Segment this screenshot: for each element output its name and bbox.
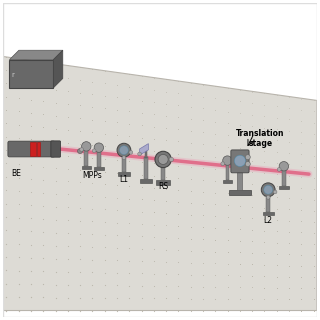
Circle shape bbox=[169, 157, 173, 162]
Circle shape bbox=[261, 183, 275, 197]
Circle shape bbox=[277, 167, 281, 171]
Bar bbox=[140, 179, 152, 183]
Bar bbox=[226, 163, 229, 180]
FancyBboxPatch shape bbox=[231, 150, 249, 173]
Bar bbox=[156, 180, 170, 185]
Bar bbox=[229, 190, 251, 196]
Circle shape bbox=[94, 143, 104, 152]
Circle shape bbox=[279, 162, 289, 171]
Circle shape bbox=[264, 185, 273, 194]
Circle shape bbox=[273, 190, 277, 194]
Polygon shape bbox=[3, 57, 317, 310]
Bar bbox=[37, 142, 40, 156]
Circle shape bbox=[221, 162, 225, 165]
Circle shape bbox=[245, 155, 250, 160]
Circle shape bbox=[80, 148, 84, 151]
Bar bbox=[118, 172, 130, 176]
Bar bbox=[266, 193, 270, 212]
Circle shape bbox=[266, 196, 270, 199]
Circle shape bbox=[120, 146, 128, 155]
Bar bbox=[161, 163, 165, 180]
Bar bbox=[122, 153, 126, 172]
Circle shape bbox=[82, 142, 91, 151]
Circle shape bbox=[158, 155, 168, 164]
Bar bbox=[144, 157, 148, 179]
Circle shape bbox=[155, 151, 171, 168]
Polygon shape bbox=[10, 50, 63, 60]
Circle shape bbox=[223, 156, 232, 165]
Circle shape bbox=[77, 148, 83, 154]
Polygon shape bbox=[140, 144, 148, 155]
Circle shape bbox=[92, 149, 96, 153]
Text: L1: L1 bbox=[119, 175, 128, 184]
Bar bbox=[279, 186, 289, 189]
Bar bbox=[82, 166, 91, 169]
Text: MPPs: MPPs bbox=[82, 171, 101, 180]
Bar bbox=[282, 168, 286, 186]
Polygon shape bbox=[10, 60, 53, 88]
Circle shape bbox=[129, 150, 133, 154]
Circle shape bbox=[122, 156, 126, 160]
Text: r: r bbox=[11, 72, 14, 78]
Bar bbox=[262, 212, 274, 215]
Bar bbox=[94, 167, 104, 170]
Circle shape bbox=[245, 162, 250, 166]
Bar bbox=[84, 148, 88, 166]
Circle shape bbox=[138, 152, 141, 156]
Bar bbox=[97, 150, 101, 167]
Text: BE: BE bbox=[11, 169, 21, 179]
Bar bbox=[145, 147, 147, 158]
Text: L2: L2 bbox=[264, 216, 273, 225]
Polygon shape bbox=[53, 50, 63, 88]
Circle shape bbox=[234, 155, 246, 166]
Circle shape bbox=[117, 143, 131, 157]
FancyBboxPatch shape bbox=[8, 141, 55, 157]
Bar bbox=[30, 142, 36, 156]
Bar bbox=[223, 180, 232, 183]
Text: Translation
stage: Translation stage bbox=[236, 129, 284, 148]
Text: RS: RS bbox=[158, 182, 168, 191]
FancyBboxPatch shape bbox=[51, 141, 60, 157]
Bar bbox=[237, 172, 243, 190]
